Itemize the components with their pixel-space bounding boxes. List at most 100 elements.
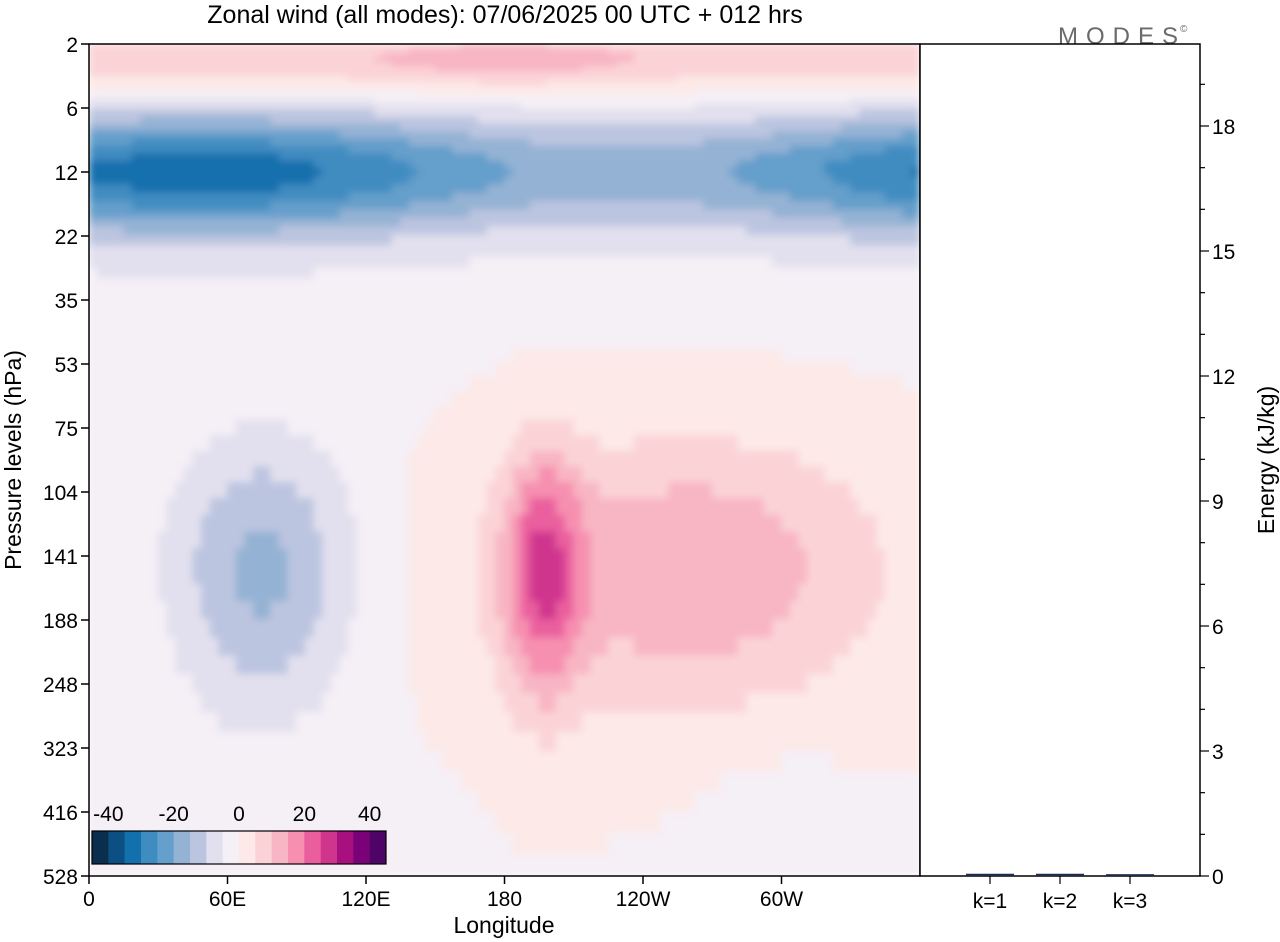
heatmap-cell xyxy=(668,209,679,219)
heatmap-cell xyxy=(538,390,549,407)
heatmap-cell xyxy=(227,450,237,468)
heatmap-cell xyxy=(252,245,263,258)
heatmap-cell xyxy=(149,217,159,228)
heatmap-cell xyxy=(105,435,116,452)
heatmap-cell xyxy=(772,337,782,351)
heatmap-cell xyxy=(737,57,748,64)
heatmap-cell xyxy=(408,89,419,96)
heatmap-cell xyxy=(166,376,177,392)
heatmap-cell xyxy=(287,209,298,219)
heatmap-cell xyxy=(616,324,627,339)
heatmap-cell xyxy=(858,153,869,162)
heatmap-cell xyxy=(720,71,731,77)
heatmap-cell xyxy=(772,200,782,211)
heatmap-cell xyxy=(876,103,886,111)
heatmap-cell xyxy=(486,75,497,82)
heatmap-cell xyxy=(330,361,341,378)
heatmap-cell xyxy=(330,267,341,280)
heatmap-cell xyxy=(815,62,826,68)
heatmap-cell xyxy=(382,80,393,87)
heatmap-cell xyxy=(235,48,246,54)
heatmap-cell xyxy=(296,324,306,339)
heatmap-cell xyxy=(815,209,826,219)
heatmap-cell xyxy=(140,62,151,68)
heatmap-cell xyxy=(512,420,523,437)
heatmap-cell xyxy=(789,226,800,236)
heatmap-cell xyxy=(573,324,583,339)
heatmap-cell xyxy=(434,450,445,468)
heatmap-cell xyxy=(564,52,575,59)
heatmap-cell xyxy=(166,145,177,155)
heatmap-cell xyxy=(694,192,705,202)
heatmap-cell xyxy=(374,145,384,155)
heatmap-cell xyxy=(798,123,808,133)
heatmap-cell xyxy=(504,390,514,407)
heatmap-cell xyxy=(227,390,237,407)
heatmap-cell xyxy=(564,103,575,111)
heatmap-cell xyxy=(313,390,324,407)
heatmap-cell xyxy=(763,160,774,169)
heatmap-cell xyxy=(244,160,254,169)
heatmap-cell xyxy=(322,289,332,302)
heatmap-cell xyxy=(313,514,324,533)
heatmap-cell xyxy=(798,245,808,258)
heatmap-cell xyxy=(166,245,177,258)
heatmap-cell xyxy=(469,466,480,484)
heatmap-cell xyxy=(434,267,445,280)
heatmap-cell xyxy=(434,131,445,140)
heatmap-cell xyxy=(893,103,904,111)
heatmap-cell xyxy=(356,75,367,82)
heatmap-cell xyxy=(339,278,350,291)
heatmap-cell xyxy=(781,450,791,468)
heatmap-cell xyxy=(841,498,852,516)
heatmap-cell xyxy=(737,138,748,147)
heatmap-cell xyxy=(720,324,731,339)
heatmap-cell xyxy=(114,361,125,378)
heatmap-cell xyxy=(322,116,332,125)
heatmap-cell xyxy=(304,89,315,96)
heatmap-cell xyxy=(573,167,583,177)
heatmap-cell xyxy=(175,312,185,326)
heatmap-cell xyxy=(521,184,531,194)
heatmap-cell xyxy=(538,300,549,314)
heatmap-cell xyxy=(902,85,912,91)
heatmap-cell xyxy=(789,71,800,77)
heatmap-cell xyxy=(763,498,774,516)
heatmap-cell xyxy=(374,289,384,302)
heatmap-cell xyxy=(443,312,454,326)
heatmap-cell xyxy=(789,289,800,302)
heatmap-cell xyxy=(763,376,774,392)
heatmap-cell xyxy=(781,175,791,186)
heatmap-cell xyxy=(443,278,454,291)
heatmap-cell xyxy=(486,349,497,363)
heatmap-cell xyxy=(832,89,843,96)
heatmap-cell xyxy=(296,75,306,82)
heatmap-cell xyxy=(313,89,324,96)
heatmap-cell xyxy=(703,66,713,73)
heatmap-cell xyxy=(651,192,661,202)
heatmap-cell xyxy=(131,278,142,291)
heatmap-cell xyxy=(755,245,765,258)
heatmap-cell xyxy=(832,94,843,101)
heatmap-cell xyxy=(443,245,454,258)
heatmap-cell xyxy=(529,66,540,73)
heatmap-cell xyxy=(105,123,116,133)
heatmap-cell xyxy=(832,466,843,484)
heatmap-cell xyxy=(573,200,583,211)
heatmap-cell xyxy=(227,337,237,351)
heatmap-cell xyxy=(720,153,731,162)
heatmap-cell xyxy=(149,376,159,392)
heatmap-cell xyxy=(677,44,687,50)
heatmap-cell xyxy=(876,256,886,269)
heatmap-cell xyxy=(313,349,324,363)
heatmap-cell xyxy=(798,450,808,468)
heatmap-cell xyxy=(694,184,705,194)
heatmap-cell xyxy=(218,160,228,169)
heatmap-cell xyxy=(850,256,860,269)
heatmap-cell xyxy=(365,52,376,59)
heatmap-cell xyxy=(529,435,540,452)
heatmap-cell xyxy=(876,234,886,247)
heatmap-cell xyxy=(659,278,670,291)
heatmap-cell xyxy=(910,62,920,68)
heatmap-cell xyxy=(755,312,765,326)
